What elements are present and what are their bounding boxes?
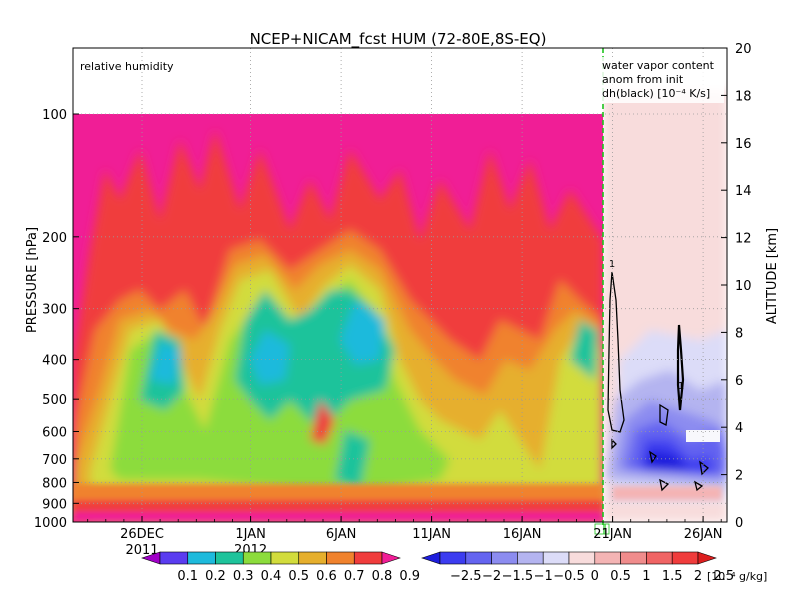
- colorbar-swatch: [517, 551, 544, 565]
- y-right-tick-label: 14: [735, 184, 752, 199]
- x-tick-label: 16JAN: [503, 527, 542, 542]
- colorbar-right: −2.5 −2 −1.5 −1 −0.5 0 0.5 1 1.5 2 2.5[10⁻⁴ g/kg]: [421, 551, 767, 584]
- colorbar-label: −0.5: [553, 569, 585, 584]
- colorbar-label: 0.4: [261, 569, 282, 584]
- y-tick-label: 100: [42, 108, 67, 123]
- rh-field: [73, 114, 603, 522]
- colorbar-label: 0.9: [399, 569, 420, 584]
- x-tick-label: 6JAN: [326, 527, 357, 542]
- y-right-tick-label: 4: [735, 421, 743, 436]
- colorbar-swatch: [439, 551, 467, 565]
- colorbar-swatch: [159, 551, 189, 565]
- colorbar-label: −2: [482, 569, 501, 584]
- colorbar-unit: [10⁻⁴ g/kg]: [707, 570, 767, 583]
- colorbar-label: 0: [591, 569, 599, 584]
- colorbar-swatch: [270, 551, 300, 565]
- x-tick-label: 26DEC: [120, 527, 164, 542]
- y-tick-label: 900: [42, 497, 67, 512]
- y-axis-left: 100 200 300 400 500 600 700 800 900 1000: [34, 108, 79, 531]
- colorbar-swatch: [594, 551, 621, 565]
- colorbar-swatch: [542, 551, 570, 565]
- colorbar-swatch: [620, 551, 647, 565]
- panel-label-right-line: anom from init: [602, 73, 684, 86]
- y-axis-right-title: ALTITUDE [km]: [765, 228, 780, 324]
- colorbar-swatch: [491, 551, 518, 565]
- y-right-tick-label: 6: [735, 374, 743, 389]
- y-right-tick-label: 2: [735, 469, 743, 484]
- panel-label-right-line: water vapor content: [602, 59, 715, 72]
- colorbar-label: 0.8: [372, 569, 393, 584]
- divider-label: [594, 523, 610, 535]
- y-tick-label: 300: [42, 303, 67, 318]
- colorbar-label: 0.5: [610, 569, 631, 584]
- y-right-tick-label: 12: [735, 232, 752, 247]
- colorbar-swatch: [697, 551, 717, 565]
- y-tick-label: 800: [42, 476, 67, 491]
- colorbar-swatch: [326, 551, 355, 565]
- colorbar-label: 0.7: [344, 569, 365, 584]
- colorbar-label: −1.5: [502, 569, 534, 584]
- x-tick-label: 11JAN: [412, 527, 451, 542]
- colorbar-swatch: [465, 551, 492, 565]
- colorbar-label: 1: [642, 569, 650, 584]
- colorbar-swatch: [646, 551, 673, 565]
- chart-title: NCEP+NICAM_fcst HUM (72-80E,8S-EQ): [250, 30, 547, 49]
- y-right-tick-label: 18: [735, 89, 752, 104]
- colorbar-swatch: [568, 551, 596, 565]
- y-tick-label: 700: [42, 453, 67, 468]
- colorbar-swatch: [298, 551, 327, 565]
- colorbar-label: 0.2: [205, 569, 226, 584]
- panel-label-right: water vapor content anom from init dh(bl…: [600, 57, 724, 103]
- colorbar-swatch: [242, 551, 272, 565]
- anomaly-field: [603, 48, 727, 522]
- panel-label-left: relative humidity: [80, 60, 174, 73]
- y-right-tick-label: 0: [735, 516, 743, 531]
- y-axis-left-title: PRESSURE [hPa]: [25, 227, 40, 333]
- colorbar-swatch: [671, 551, 699, 565]
- x-tick-label: 1JAN: [235, 527, 266, 542]
- y-tick-label: 200: [42, 231, 67, 246]
- colorbar-swatch: [353, 551, 383, 565]
- y-tick-label: 400: [42, 354, 67, 369]
- colorbar-label: −1: [534, 569, 553, 584]
- colorbar-label: 1.5: [662, 569, 683, 584]
- colorbar-swatch: [215, 551, 244, 565]
- y-axis-right: 0 2 4 6 8 10 12 14 16 18 20: [721, 42, 752, 531]
- contour-label: 1: [609, 259, 615, 270]
- colorbar-label: 0.5: [288, 569, 309, 584]
- contour-label: 1: [678, 381, 684, 392]
- panel-label-right-line: dh(black) [10⁻⁴ K/s]: [602, 87, 710, 100]
- colorbar-label: 2.5: [713, 569, 734, 584]
- x-tick-label: 26JAN: [684, 527, 723, 542]
- y-tick-label: 1000: [34, 516, 67, 531]
- colorbar-swatch: [381, 551, 401, 565]
- y-right-tick-label: 8: [735, 326, 743, 341]
- colorbar-label: 0.1: [177, 569, 198, 584]
- colorbar-label: 0.6: [316, 569, 337, 584]
- colorbar-swatch: [421, 551, 441, 565]
- colorbar-label: −2.5: [450, 569, 482, 584]
- y-tick-label: 500: [42, 393, 67, 408]
- x-tick-label: 21JAN: [593, 527, 632, 542]
- colorbar-swatch: [187, 551, 216, 565]
- colorbar-label: 0.3: [233, 569, 254, 584]
- colorbar-label: 2: [694, 569, 702, 584]
- colorbar-left: 0.1 0.2 0.3 0.4 0.5 0.6 0.7 0.8 0.9: [141, 551, 420, 584]
- y-right-tick-label: 20: [735, 42, 752, 57]
- y-right-tick-label: 16: [735, 137, 752, 152]
- y-right-tick-label: 10: [735, 279, 752, 294]
- x-year-label: 2011: [125, 543, 158, 558]
- y-tick-label: 600: [42, 425, 67, 440]
